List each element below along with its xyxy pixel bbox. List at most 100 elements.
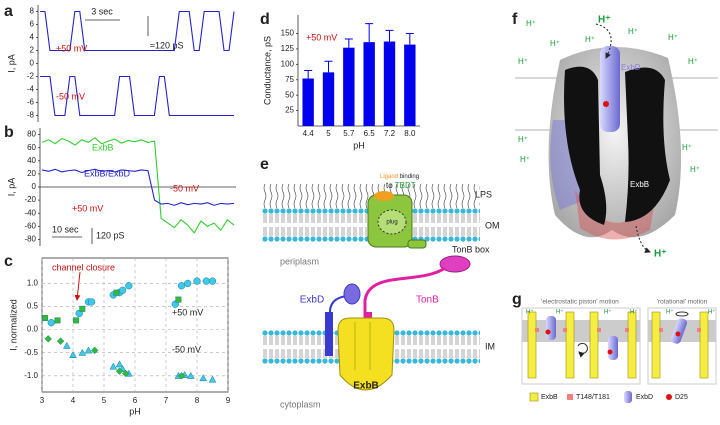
annotation: +50 mV xyxy=(306,32,337,42)
point xyxy=(84,346,93,354)
y-tick-label: 1.0 xyxy=(27,279,39,288)
label: ExbD xyxy=(621,63,641,72)
panel-label: e xyxy=(260,156,269,173)
bar xyxy=(302,78,314,126)
label: LPS xyxy=(475,189,492,199)
x-tick-label: 9 xyxy=(226,396,231,405)
annotation: channel closure xyxy=(52,262,115,272)
label: Ligand binding xyxy=(380,174,419,180)
h-label: H⁺ xyxy=(526,309,534,316)
annotation: +50 mV xyxy=(172,307,203,317)
legend-label: T148/T181 xyxy=(576,394,610,401)
point xyxy=(177,282,186,290)
legend-label: D25 xyxy=(675,394,688,401)
annotation: +50 mV xyxy=(72,203,103,213)
x-tick-label: 7.2 xyxy=(384,129,396,138)
x-tick-label: 7 xyxy=(164,396,169,405)
y-tick-label: -80 xyxy=(24,235,36,244)
bar xyxy=(404,44,416,126)
point xyxy=(90,346,99,355)
y-tick-label: 150 xyxy=(281,29,295,38)
y-tick-label: 40 xyxy=(27,156,36,165)
x-tick-label: 5.7 xyxy=(343,129,355,138)
h-label: H⁺ xyxy=(654,249,667,260)
y-tick-label: 0 xyxy=(30,59,35,68)
y-tick-label: -40 xyxy=(24,208,36,217)
y-axis-label: I, pA xyxy=(6,178,16,197)
structure-view: ExbD ExbB H⁺ H⁺ H⁺ H⁺ H⁺ H⁺ H⁺ H⁺ H⁺ H⁺ … xyxy=(515,15,718,260)
annotation: ≈120 pS xyxy=(150,40,183,50)
scale-bars xyxy=(52,16,149,301)
h-label: H⁺ xyxy=(520,155,530,164)
h-label: H⁺ xyxy=(666,309,674,316)
x-tick-label: 8 xyxy=(195,396,200,405)
panel-label: b xyxy=(4,124,14,141)
point xyxy=(79,305,86,312)
y-tick-label: -4 xyxy=(27,85,35,94)
point xyxy=(109,362,118,370)
legend-label: ExbD xyxy=(636,394,653,401)
y-tick-label: 75 xyxy=(285,75,294,84)
point xyxy=(44,335,52,343)
y-tick-label: 0 xyxy=(32,182,37,191)
h-label: H⁺ xyxy=(688,57,698,66)
trace xyxy=(40,75,234,117)
label: to TBDT xyxy=(386,181,416,190)
label: plug xyxy=(386,220,397,226)
trace xyxy=(41,137,235,234)
mechanism-diagram: 'electrostatic piston' motion 'rotationa… xyxy=(521,299,717,403)
point xyxy=(202,277,210,285)
panel-label: f xyxy=(512,11,518,28)
error-bar xyxy=(344,38,353,48)
annotation: 10 sec xyxy=(52,224,79,234)
x-tick-label: 4 xyxy=(71,396,76,405)
point xyxy=(193,277,201,285)
panel-label: a xyxy=(4,3,13,20)
y-tick-label: 2 xyxy=(30,46,35,55)
x-tick-label: 8.0 xyxy=(404,129,416,138)
trace xyxy=(40,10,235,52)
label: ExbB xyxy=(353,381,379,392)
x-axis-label: pH xyxy=(353,140,365,150)
point xyxy=(125,282,133,290)
y-tick-label: 125 xyxy=(281,44,295,53)
x-axis-label: pH xyxy=(129,406,141,416)
point xyxy=(121,369,130,378)
point xyxy=(62,341,71,349)
point xyxy=(208,277,217,285)
annotation: 120 pS xyxy=(96,230,125,240)
point xyxy=(199,374,208,382)
trace xyxy=(41,168,235,206)
y-tick-label: 25 xyxy=(285,106,294,115)
bar xyxy=(343,47,355,126)
point xyxy=(177,372,186,380)
point xyxy=(184,279,192,288)
h-label: H⁺ xyxy=(668,33,678,42)
x-tick-label: 3 xyxy=(40,396,45,405)
h-label: H⁺ xyxy=(708,309,716,316)
h-label: H⁺ xyxy=(630,309,638,316)
h-label: H⁺ xyxy=(518,57,528,66)
y-tick-label: -6 xyxy=(27,98,35,107)
y-tick-label: 60 xyxy=(27,143,36,152)
panel-label: c xyxy=(4,253,13,270)
y-axis-label: Conductance, pS xyxy=(262,36,272,105)
label: cytoplasm xyxy=(280,399,321,409)
label: IM xyxy=(485,341,495,351)
h-label: H⁺ xyxy=(604,309,612,316)
h-label: H⁺ xyxy=(598,15,611,26)
y-tick-label: 6 xyxy=(30,20,35,29)
label: periplasm xyxy=(280,256,319,266)
y-tick-label: -0.5 xyxy=(24,348,38,357)
point xyxy=(115,360,124,368)
y-tick-label: -8 xyxy=(27,111,35,120)
error-bar xyxy=(385,29,394,42)
point xyxy=(73,317,80,324)
h-label: H⁺ xyxy=(556,309,564,316)
series-label: -50 mV xyxy=(56,91,85,101)
x-tick-label: 5 xyxy=(326,129,331,138)
label: 'electrostatic piston' motion xyxy=(541,299,619,306)
h-label: H⁺ xyxy=(628,27,638,36)
bar xyxy=(363,42,375,127)
